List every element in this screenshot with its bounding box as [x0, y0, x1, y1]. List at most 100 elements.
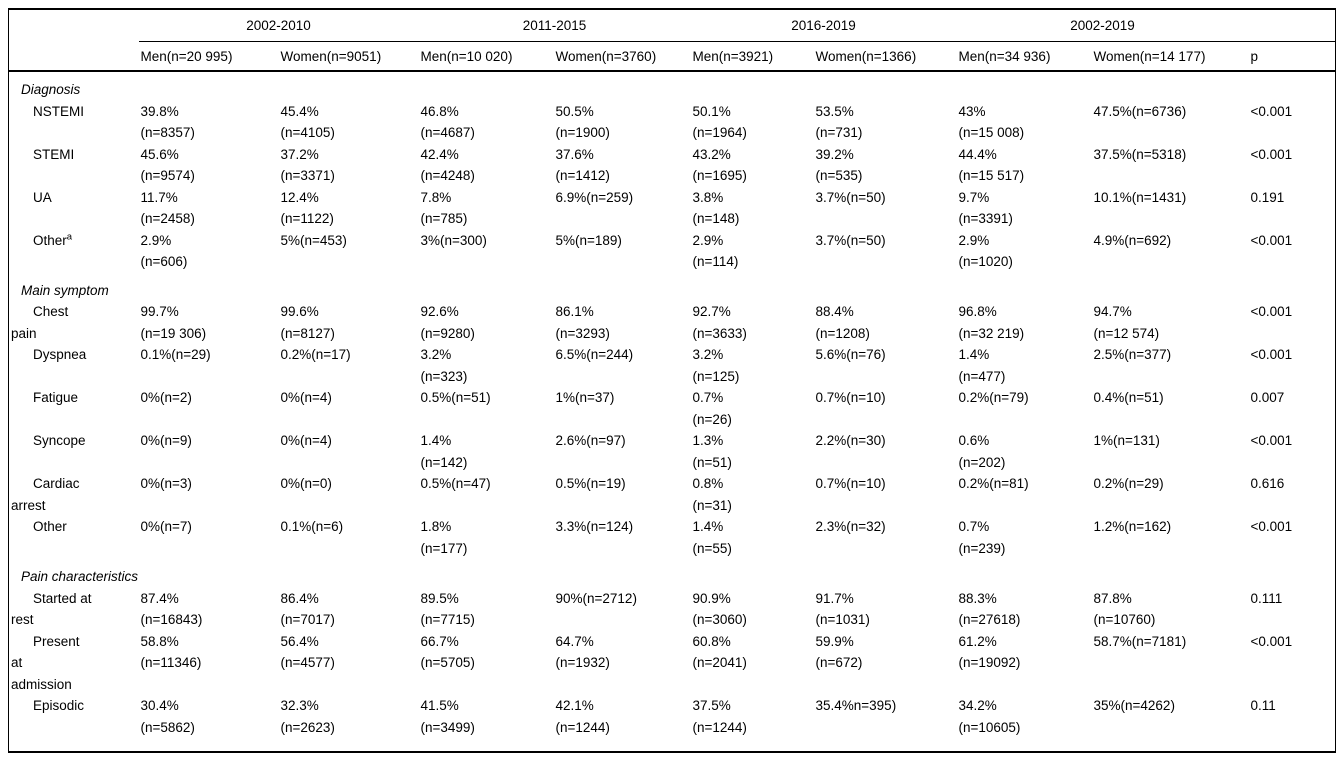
- value-cell: 50.1% (n=1964): [692, 103, 747, 141]
- row-label: Dyspnea: [9, 344, 139, 387]
- column-header-women-2002-2019: Women(n=14 177): [1091, 41, 1249, 72]
- column-header-row: Men(n=20 995) Women(n=9051) Men(n=10 020…: [8, 41, 1336, 72]
- value-cell: 50.5% (n=1900): [555, 103, 610, 141]
- value-cell: 5.6%(n=76): [815, 347, 886, 362]
- value-cell: 0%(n=0): [280, 476, 332, 491]
- value-cell: 1.4% (n=55): [692, 519, 732, 556]
- row-label-text: Fatigue: [33, 390, 79, 405]
- value-cell: 7.8% (n=785): [420, 189, 468, 227]
- section-row: Main symptom: [9, 273, 1336, 302]
- value-cell: 9.7% (n=3391): [958, 189, 1013, 227]
- value-cell: 11.7% (n=2458): [140, 189, 195, 227]
- period-group-2002-2010: 2002-2010: [138, 9, 419, 42]
- row-label: Cardiac arrest: [9, 473, 139, 516]
- column-header-p: p: [1248, 41, 1336, 72]
- p-value-cell: <0.001: [1250, 304, 1293, 319]
- period-group-p-spacer: [1248, 9, 1336, 42]
- section-label: Diagnosis: [21, 82, 81, 97]
- section-label: Pain characteristics: [21, 569, 139, 584]
- value-cell: 39.2% (n=535): [815, 146, 863, 184]
- value-cell: 2.9% (n=1020): [958, 232, 1013, 270]
- row-label: Chest pain: [9, 301, 139, 344]
- row-label-text: Syncope: [33, 433, 86, 448]
- column-header-men-2016-2019: Men(n=3921): [690, 41, 814, 72]
- table-row: UA 11.7% (n=2458) 12.4% (n=1122) 7.8% (n=78…: [9, 187, 1336, 230]
- value-cell: 87.4% (n=16843): [140, 590, 203, 628]
- value-cell: 5%(n=453): [280, 232, 347, 248]
- row-label: Episodic: [9, 695, 139, 752]
- value-cell: 47.5%(n=6736): [1093, 103, 1187, 119]
- value-cell: 37.5%(n=5318): [1093, 146, 1187, 162]
- table-row: NSTEMI 39.8% (n=8357) 45.4% (n=4105) 46.8% …: [9, 101, 1336, 144]
- value-cell: 6.9%(n=259): [555, 189, 634, 205]
- table-body: Diagnosis NSTEMI 39.8% (n=8357) 45.4% (n=41…: [9, 71, 1336, 752]
- period-group-2011-2015: 2011-2015: [418, 9, 691, 42]
- value-cell: 42.1% (n=1244): [555, 698, 610, 735]
- value-cell: 0.7% (n=26): [692, 390, 732, 427]
- value-cell: 0%(n=2): [140, 390, 192, 405]
- value-cell: 12.4% (n=1122): [280, 189, 334, 227]
- value-cell: 56.4% (n=4577): [280, 633, 335, 671]
- value-cell: 58.7%(n=7181): [1093, 633, 1187, 649]
- p-value-cell: 0.11: [1250, 698, 1276, 713]
- column-header-men-2011-2015: Men(n=10 020): [418, 41, 554, 72]
- value-cell: 45.6% (n=9574): [140, 146, 195, 184]
- value-cell: 0.1%(n=6): [280, 519, 344, 534]
- value-cell: 3%(n=300): [420, 232, 487, 248]
- table-row: Othera 2.9% (n=606) 5%(n=453) 3%(n=300) 5%(n…: [9, 230, 1336, 273]
- value-cell: 0%(n=3): [140, 476, 192, 491]
- value-cell: 2.6%(n=97): [555, 433, 626, 448]
- p-value-cell: 0.616: [1250, 476, 1285, 491]
- p-value-cell: <0.001: [1250, 347, 1293, 362]
- table-row: Started at rest 87.4% (n=16843) 86.4% (n=7…: [9, 588, 1336, 631]
- value-cell: 66.7% (n=5705): [420, 633, 475, 671]
- value-cell: 37.2% (n=3371): [280, 146, 335, 184]
- value-cell: 90.9% (n=3060): [692, 590, 747, 628]
- value-cell: 90%(n=2712): [555, 590, 637, 606]
- column-header-rowlabel: [8, 41, 139, 72]
- p-value-cell: 0.191: [1250, 189, 1285, 205]
- value-cell: 0.7%(n=10): [815, 476, 886, 491]
- value-cell: 99.7% (n=19 306): [140, 304, 207, 341]
- table-row: Present at admission 58.8% (n=11346) 56.4%…: [9, 631, 1336, 696]
- value-cell: 3.3%(n=124): [555, 519, 634, 534]
- value-cell: 3.7%(n=50): [815, 189, 886, 205]
- value-cell: 1.8% (n=177): [420, 519, 468, 556]
- p-value-cell: <0.001: [1250, 633, 1293, 649]
- row-label-text: Episodic: [33, 698, 85, 713]
- value-cell: 0.7% (n=239): [958, 519, 1006, 556]
- row-label-text: Present at admission: [11, 633, 80, 692]
- value-cell: 0.6% (n=202): [958, 433, 1006, 470]
- value-cell: 88.3% (n=27618): [958, 590, 1021, 628]
- value-cell: 61.2% (n=19092): [958, 633, 1021, 671]
- value-cell: 0%(n=4): [280, 433, 332, 448]
- value-cell: 91.7% (n=1031): [815, 590, 870, 628]
- value-cell: 0.8% (n=31): [692, 476, 732, 513]
- table-row: STEMI 45.6% (n=9574) 37.2% (n=3371) 42.4% (…: [9, 144, 1336, 187]
- column-header-men-2002-2019: Men(n=34 936): [956, 41, 1092, 72]
- row-label-text: Chest pain: [11, 304, 69, 341]
- value-cell: 88.4% (n=1208): [815, 304, 870, 341]
- value-cell: 2.3%(n=32): [815, 519, 886, 534]
- value-cell: 1.4% (n=142): [420, 433, 468, 470]
- value-cell: 5%(n=189): [555, 232, 622, 248]
- row-label: Othera: [9, 230, 139, 273]
- value-cell: 0.2%(n=17): [280, 347, 351, 362]
- value-cell: 1%(n=37): [555, 390, 615, 405]
- value-cell: 4.9%(n=692): [1093, 232, 1172, 248]
- p-value-cell: 0.007: [1250, 390, 1285, 405]
- section-row: Diagnosis: [9, 71, 1336, 101]
- row-label: Other: [9, 516, 139, 559]
- value-cell: 3.7%(n=50): [815, 232, 886, 248]
- value-cell: 86.4% (n=7017): [280, 590, 335, 628]
- value-cell: 43.2% (n=1695): [692, 146, 747, 184]
- row-label: Present at admission: [9, 631, 139, 696]
- column-header-women-2002-2010: Women(n=9051): [278, 41, 419, 72]
- row-label-text: Dyspnea: [33, 347, 87, 362]
- value-cell: 1.2%(n=162): [1093, 519, 1172, 534]
- row-label-text: Started at rest: [11, 590, 92, 628]
- value-cell: 86.1% (n=3293): [555, 304, 610, 341]
- value-cell: 10.1%(n=1431): [1093, 189, 1187, 205]
- period-header-row: 2002-2010 2011-2015 2016-2019 2002-2019: [9, 9, 1336, 42]
